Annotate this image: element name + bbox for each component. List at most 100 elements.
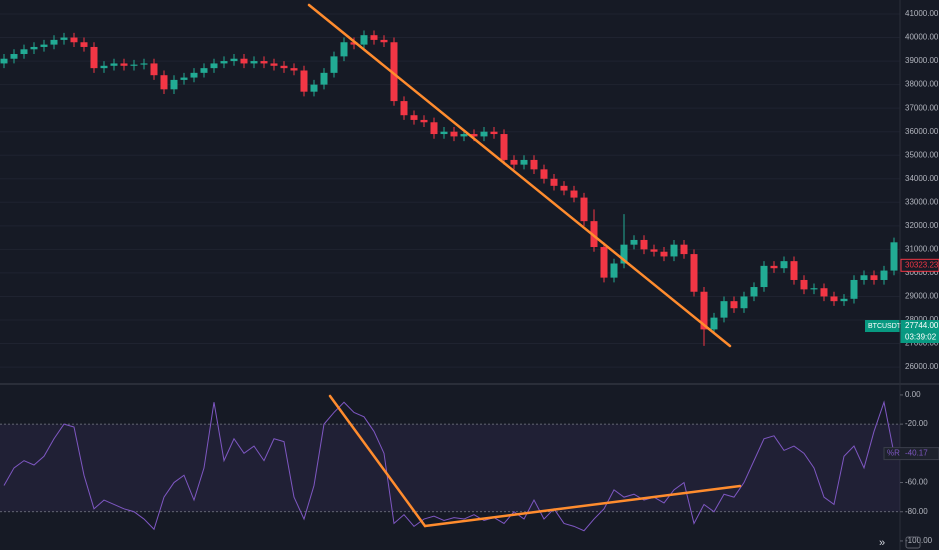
candle-body: [540, 169, 548, 179]
candle-body: [660, 251, 668, 257]
y-tick-label: 29000.00: [905, 292, 939, 301]
candle-body: [260, 61, 268, 64]
candle-body: [0, 58, 8, 64]
candle-body: [120, 63, 128, 66]
candle-body: [350, 42, 358, 45]
candle-body: [830, 296, 838, 302]
candle-body: [840, 298, 848, 302]
candle-body: [800, 279, 808, 290]
candle-body: [130, 64, 138, 66]
candle-body: [390, 42, 398, 102]
scroll-right-button[interactable]: »: [879, 537, 885, 549]
candle-body: [10, 54, 18, 59]
candle-body: [580, 197, 588, 222]
last-value-label: -40.17: [905, 449, 928, 458]
candle-body: [160, 75, 168, 90]
indicator-name: %R: [887, 449, 900, 458]
last-value-box: [883, 447, 939, 461]
candle-body: [470, 134, 478, 137]
price-pane: 26000.00 27000.00 28000.00 29000.00 30000.00…: [0, 9, 939, 371]
y-tick-label: 34000.00: [905, 174, 939, 183]
y-tick-label: 28000.00: [905, 315, 939, 324]
y-tick-label: 32000.00: [905, 221, 939, 230]
candle-body: [200, 68, 208, 73]
y-tick-label: 33000.00: [905, 197, 939, 206]
candle-body: [380, 39, 388, 43]
candle-body: [730, 301, 738, 309]
price-label: 27744.00: [905, 321, 939, 330]
candle-body: [210, 63, 218, 69]
candle-body: [340, 42, 348, 57]
y-tick-label: 35000.00: [905, 150, 939, 159]
candle-body: [500, 134, 508, 160]
candle-body: [530, 159, 538, 170]
candle-body: [810, 288, 818, 290]
candle-body: [650, 249, 658, 252]
candle-body: [710, 317, 718, 330]
candle-body: [170, 79, 178, 90]
candle-body: [150, 63, 158, 76]
y-tick-label: 41000.00: [905, 9, 939, 18]
band-fill: [0, 424, 900, 512]
price-label: 30323.23: [905, 260, 939, 269]
candle-body: [610, 263, 618, 278]
y-tick-label: 36000.00: [905, 127, 939, 136]
candle-body: [30, 46, 38, 50]
candle-body: [510, 159, 518, 165]
candle-body: [430, 122, 438, 135]
candle-body: [100, 65, 108, 69]
candle-body: [50, 39, 58, 45]
price-marker: [865, 320, 939, 333]
candle-body: [360, 35, 368, 45]
candle-body: [750, 287, 758, 297]
indicator-line: [3, 400, 895, 532]
candle-body: [290, 68, 298, 71]
candle-body: [760, 265, 768, 288]
candle-body: [690, 254, 698, 292]
candle-body: [680, 244, 688, 255]
candle-body: [600, 247, 608, 278]
candle-body: [330, 56, 338, 73]
candle-body: [630, 239, 638, 245]
candle-body: [70, 37, 78, 43]
settings-button[interactable]: [905, 536, 921, 549]
candle-body: [190, 72, 198, 78]
candle-body: [890, 242, 898, 271]
y-tick-label: 39000.00: [905, 56, 939, 65]
candle-body: [450, 131, 458, 137]
candle-body: [110, 63, 118, 66]
candle-body: [300, 70, 308, 92]
trend-line: [307, 3, 732, 348]
candle-body: [480, 131, 488, 137]
y-tick-label: 0.00: [905, 390, 921, 399]
candle-body: [60, 37, 68, 40]
candle-body: [280, 65, 288, 69]
y-tick-label: 38000.00: [905, 80, 939, 89]
candle-body: [490, 131, 498, 135]
y-tick-label: 37000.00: [905, 103, 939, 112]
candle-body: [780, 261, 788, 269]
candle-body: [90, 46, 98, 69]
candle-body: [700, 291, 708, 330]
y-tick-label: 31000.00: [905, 244, 939, 253]
candle-body: [310, 84, 318, 92]
trend-line: [423, 484, 742, 528]
candle-body: [230, 58, 238, 62]
y-tick-label: -60.00: [905, 478, 928, 487]
y-tick-label: 26000.00: [905, 362, 939, 371]
candle-body: [40, 44, 48, 47]
candle-body: [740, 296, 748, 309]
candle-body: [420, 119, 428, 123]
countdown-label: 03:39:02: [905, 333, 937, 342]
countdown-box: [900, 332, 939, 344]
symbol-label: BTCUSDT: [868, 323, 902, 330]
candle-body: [180, 77, 188, 80]
candle-body: [850, 279, 858, 299]
candle-body: [790, 261, 798, 280]
candle-body: [400, 101, 408, 116]
candle-body: [240, 58, 248, 64]
candle-body: [570, 190, 578, 198]
y-tick-label: -20.00: [905, 419, 928, 428]
